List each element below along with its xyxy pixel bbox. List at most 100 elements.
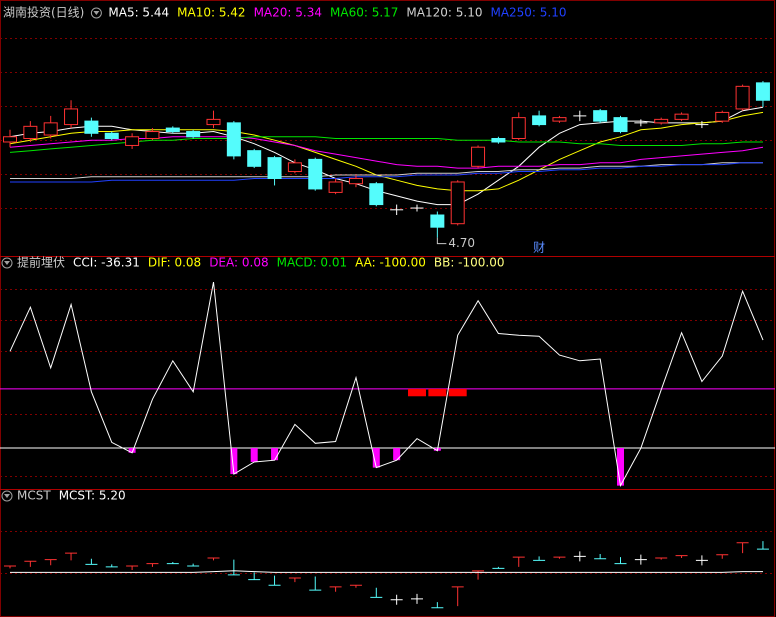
candle-body: [308, 158, 323, 190]
indicator-line: [10, 570, 763, 573]
menu-icon-arrow: [4, 261, 10, 265]
price-tick: [736, 542, 749, 554]
moving-average-line: [9, 111, 764, 192]
candle-body: [552, 117, 567, 122]
candle-body: [511, 117, 526, 140]
indicator-line: [9, 282, 764, 488]
legend-entry: CCI: -36.31: [73, 256, 140, 270]
candle-body: [491, 138, 506, 143]
annotation: 财: [533, 241, 545, 255]
candle-body: [735, 85, 750, 110]
annotation-pointer: [436, 237, 447, 245]
legend-entry: AA: -100.00: [355, 256, 426, 270]
moving-average-line: [9, 106, 764, 206]
signal-bar: [408, 388, 426, 397]
plot-area: [3, 81, 770, 238]
price-tick: [411, 593, 423, 604]
candle-body: [593, 110, 608, 122]
legend-entry: MA5: 5.44: [108, 6, 169, 20]
legend-entry: MA60: 5.17: [330, 6, 398, 20]
signal-bar: [271, 448, 279, 461]
candle-body: [23, 125, 38, 140]
price-tick: [756, 541, 769, 550]
moving-average-line: [10, 162, 763, 179]
plot-area: [4, 541, 769, 609]
grid: [0, 38, 775, 574]
price-tick: [675, 555, 688, 558]
candle-body: [186, 131, 201, 138]
signal-bar: [617, 448, 624, 486]
candle-body: [287, 162, 302, 173]
price-tick: [716, 554, 729, 559]
price-tick: [431, 602, 444, 609]
moving-average-line: [10, 162, 763, 183]
price-tick: [65, 552, 78, 561]
signal-bar: [230, 448, 238, 475]
price-tick: [553, 556, 566, 559]
candle-body: [43, 122, 58, 136]
price-tick: [329, 586, 342, 592]
price-tick: [166, 562, 179, 565]
price-tick: [655, 557, 668, 560]
candle-body: [84, 120, 99, 134]
annotation: 4.70: [448, 236, 475, 250]
candle-body: [532, 115, 547, 126]
candle-body: [64, 108, 79, 126]
signal-bar: [372, 448, 380, 468]
candle-body: [348, 177, 363, 185]
legend-entry: BB: -100.00: [434, 256, 505, 270]
legend-entry: MA250: 5.10: [490, 6, 566, 20]
price-tick: [533, 556, 546, 561]
panel-title: MCST: [17, 489, 51, 503]
signal-bar: [393, 448, 401, 461]
signal-bar: [448, 388, 467, 397]
price-tick: [370, 587, 383, 598]
plot-area: [0, 282, 775, 488]
candle-body: [613, 117, 628, 133]
candle-body: [226, 122, 241, 157]
candle-body: [206, 118, 221, 126]
price-tick: [512, 556, 525, 567]
candle-body: [674, 113, 689, 120]
candle-body: [104, 132, 119, 140]
price-tick: [4, 565, 16, 569]
price-tick: [349, 584, 362, 588]
price-tick: [146, 563, 159, 567]
price-tick: [227, 559, 240, 576]
menu-icon-arrow: [4, 494, 10, 498]
moving-average-line: [9, 136, 764, 169]
candle-body: [3, 136, 17, 143]
price-tick: [44, 559, 57, 566]
price-tick: [105, 564, 118, 568]
price-tick: [24, 560, 37, 567]
price-tick: [288, 577, 301, 583]
price-tick: [390, 594, 403, 605]
candle-body: [654, 118, 669, 124]
legend-entry: MCST: 5.20: [59, 489, 126, 503]
price-tick: [492, 566, 505, 569]
price-tick: [309, 576, 322, 591]
candle-body: [430, 214, 445, 228]
price-tick: [451, 586, 464, 607]
menu-icon: [1, 257, 13, 269]
legend-entry: DIF: 0.08: [148, 256, 201, 270]
price-tick: [187, 563, 200, 567]
chart-title: 湖南投资(日线): [3, 5, 84, 20]
price-tick: [85, 558, 98, 565]
signal-bar: [428, 388, 447, 397]
price-tick: [126, 565, 139, 571]
price-tick: [695, 555, 708, 566]
menu-icon-arrow: [93, 11, 100, 15]
legend-entry: MACD: 0.01: [277, 256, 348, 270]
candle-body: [125, 136, 140, 146]
price-tick: [268, 575, 281, 586]
candle-body: [471, 146, 486, 167]
candle-body: [755, 82, 770, 101]
price-tick: [573, 551, 586, 562]
menu-icon: [1, 490, 13, 502]
candle-body: [145, 131, 160, 139]
price-tick: [614, 557, 627, 565]
candle-body: [450, 181, 465, 225]
